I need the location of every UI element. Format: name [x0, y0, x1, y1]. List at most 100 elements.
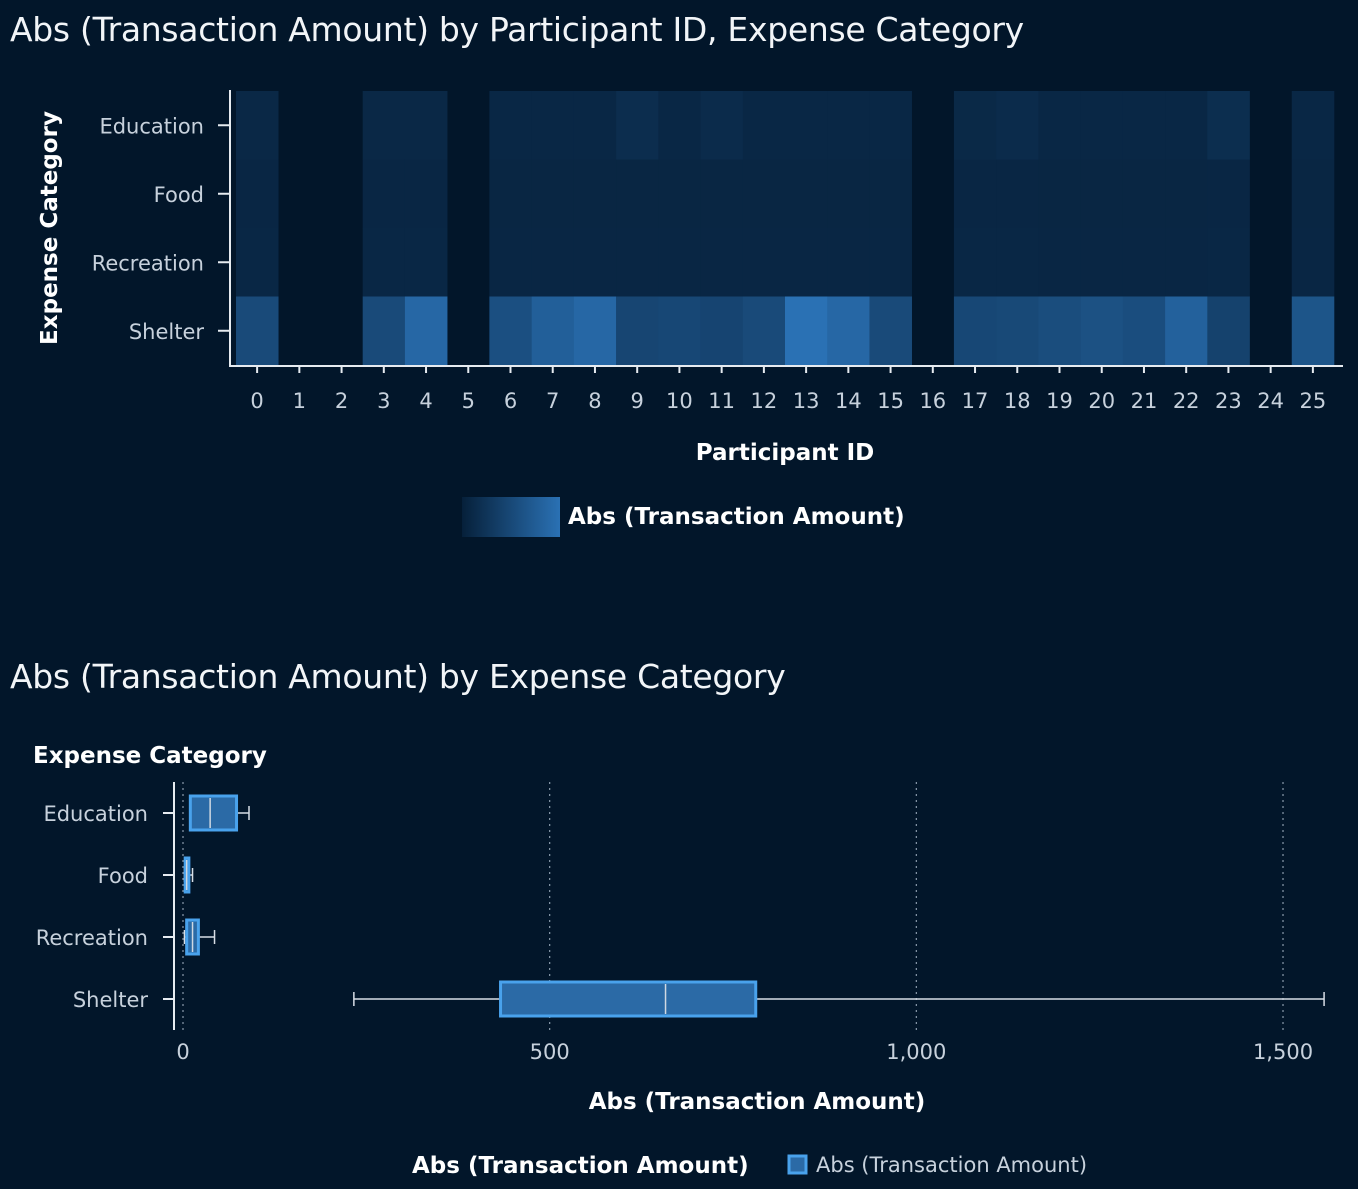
boxplot-chart: Expense Category Education Food Recreation…	[33, 743, 1325, 1179]
heatmap-cell-recreation-3	[362, 228, 406, 297]
boxplot-x-ticks: 0 500 1,000 1,500	[176, 1040, 1313, 1064]
boxplot-title: Abs (Transaction Amount) by Expense Cate…	[10, 657, 786, 696]
boxplot-boxes	[183, 794, 1325, 1018]
heatmap-cell-shelter-25	[1291, 296, 1335, 366]
heatmap-x-tick-label: 10	[666, 389, 693, 413]
heatmap-cell-education-7	[531, 91, 575, 160]
heatmap-cell-education-6	[489, 91, 532, 160]
heatmap-cell-recreation-11	[700, 228, 744, 297]
heatmap-cell-education-20	[1080, 91, 1124, 160]
heatmap-cell-recreation-15	[869, 228, 912, 297]
heatmap-x-tick-label: 5	[462, 389, 475, 413]
heatmap-cell-recreation-20	[1080, 228, 1124, 297]
heatmap-x-tick-label: 22	[1173, 389, 1200, 413]
heatmap-cell-food-23	[1207, 159, 1250, 229]
heatmap-cell-food-8	[573, 159, 617, 229]
heatmap-cell-recreation-9	[616, 228, 659, 297]
heatmap-cell-recreation-12	[742, 228, 786, 297]
boxplot-legend-swatch	[787, 1154, 808, 1175]
boxplot-y-ticks: Education Food Recreation Shelter	[36, 802, 174, 1012]
heatmap-title: Abs (Transaction Amount) by Participant …	[10, 10, 1024, 49]
heatmap-cell-shelter-7	[531, 296, 575, 366]
heatmap-cell-food-10	[658, 159, 701, 229]
heatmap-x-axis-title: Participant ID	[696, 440, 875, 466]
heatmap-cell-shelter-13	[785, 296, 828, 366]
heatmap-cell-food-18	[996, 159, 1039, 229]
heatmap-cell-food-12	[742, 159, 786, 229]
heatmap-x-tick-label: 19	[1046, 389, 1073, 413]
heatmap-x-tick-label: 17	[962, 389, 989, 413]
heatmap-cell-shelter-8	[573, 296, 617, 366]
heatmap-cell-recreation-10	[658, 228, 701, 297]
heatmap-cell-education-9	[616, 91, 659, 160]
box-recreation	[183, 918, 216, 956]
boxplot-x-tick-label: 0	[176, 1040, 189, 1064]
heatmap-cell-recreation-6	[489, 228, 532, 297]
heatmap-x-tick-label: 8	[588, 389, 601, 413]
heatmap-cell-food-11	[700, 159, 744, 229]
heatmap-cell-food-20	[1080, 159, 1124, 229]
heatmap-cell-education-8	[573, 91, 617, 160]
boxplot-y-tick-label: Education	[43, 802, 148, 826]
heatmap-cell-recreation-19	[1038, 228, 1081, 297]
heatmap-cell-education-23	[1207, 91, 1250, 160]
heatmap-cell-food-15	[869, 159, 912, 229]
heatmap-cell-shelter-22	[1165, 296, 1208, 366]
heatmap-cell-education-14	[827, 91, 870, 160]
heatmap-cell-education-4	[404, 91, 448, 160]
heatmap-cell-education-19	[1038, 91, 1081, 160]
heatmap-cell-shelter-6	[489, 296, 532, 366]
heatmap-cell-shelter-20	[1080, 296, 1124, 366]
heatmap-cell-recreation-22	[1165, 228, 1208, 297]
heatmap-cell-food-17	[953, 159, 997, 229]
heatmap-cell-shelter-4	[404, 296, 448, 366]
heatmap-x-tick-label: 11	[708, 389, 735, 413]
heatmap-cell-food-3	[362, 159, 406, 229]
boxplot-x-tick-label: 1,500	[1253, 1040, 1313, 1064]
heatmap-x-tick-label: 23	[1215, 389, 1242, 413]
heatmap-y-tick-label: Education	[99, 114, 204, 138]
boxplot-y-tick-label: Shelter	[73, 988, 149, 1012]
heatmap-cell-shelter-11	[700, 296, 744, 366]
heatmap-y-axis-title: Expense Category	[37, 111, 63, 345]
heatmap-cells	[236, 91, 1335, 366]
heatmap-x-tick-label: 20	[1088, 389, 1115, 413]
heatmap-y-tick-label: Recreation	[92, 251, 204, 275]
heatmap-x-tick-label: 12	[751, 389, 778, 413]
heatmap-cell-recreation-13	[785, 228, 828, 297]
heatmap-x-ticks: 0 1 2 3 4 5 6 7 8 9 10 11 12 13 14 15 16 17 18 19 20 21 22 23 24…	[250, 366, 1326, 413]
box-food	[183, 856, 194, 894]
heatmap-cell-recreation-14	[827, 228, 870, 297]
heatmap-cell-education-11	[700, 91, 744, 160]
heatmap-x-tick-label: 21	[1131, 389, 1158, 413]
heatmap-cell-recreation-17	[953, 228, 997, 297]
boxplot-y-axis-title: Expense Category	[33, 743, 267, 769]
heatmap-cell-shelter-0	[236, 296, 279, 366]
heatmap-cell-food-19	[1038, 159, 1081, 229]
heatmap-x-tick-label: 2	[335, 389, 348, 413]
heatmap-cell-education-10	[658, 91, 701, 160]
box-education	[188, 794, 250, 832]
heatmap-cell-food-4	[404, 159, 448, 229]
heatmap-cell-shelter-3	[362, 296, 406, 366]
heatmap-y-ticks: Education Food Recreation Shelter	[92, 114, 229, 344]
heatmap-cell-shelter-19	[1038, 296, 1081, 366]
heatmap-cell-education-15	[869, 91, 912, 160]
heatmap-cell-shelter-21	[1122, 296, 1166, 366]
heatmap-cell-education-0	[236, 91, 279, 160]
heatmap-x-tick-label: 7	[546, 389, 559, 413]
heatmap-cell-recreation-23	[1207, 228, 1250, 297]
heatmap-legend-title: Abs (Transaction Amount)	[568, 504, 905, 530]
heatmap-x-tick-label: 18	[1004, 389, 1031, 413]
boxplot-x-axis-title: Abs (Transaction Amount)	[589, 1089, 926, 1115]
heatmap-cell-food-6	[489, 159, 532, 229]
heatmap-cell-education-21	[1122, 91, 1166, 160]
heatmap-cell-food-7	[531, 159, 575, 229]
boxplot-x-tick-label: 1,000	[886, 1040, 946, 1064]
heatmap-x-tick-label: 13	[793, 389, 820, 413]
heatmap-cell-education-18	[996, 91, 1039, 160]
heatmap-cell-food-13	[785, 159, 828, 229]
heatmap-cell-shelter-15	[869, 296, 912, 366]
heatmap-cell-recreation-4	[404, 228, 448, 297]
heatmap-cell-education-13	[785, 91, 828, 160]
